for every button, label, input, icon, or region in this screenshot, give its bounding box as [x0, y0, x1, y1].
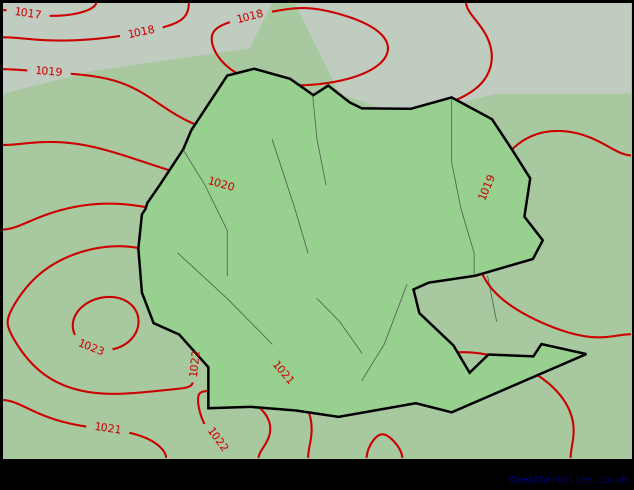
Text: 1022: 1022 — [204, 427, 229, 455]
Text: 1022: 1022 — [189, 347, 202, 376]
Polygon shape — [3, 3, 272, 94]
Text: 1017: 1017 — [13, 7, 42, 21]
Polygon shape — [295, 3, 631, 117]
Text: 1023: 1023 — [76, 338, 106, 358]
Text: ©weatheronline.co.uk: ©weatheronline.co.uk — [510, 475, 628, 485]
Text: 1018: 1018 — [127, 24, 157, 40]
Text: 1019: 1019 — [35, 66, 63, 78]
Text: 1021: 1021 — [269, 359, 295, 387]
Text: 1019: 1019 — [477, 171, 498, 200]
Polygon shape — [138, 69, 586, 417]
Text: 1021: 1021 — [93, 422, 122, 437]
Text: Surface pressure [hPa] ECMWF: Surface pressure [hPa] ECMWF — [6, 465, 216, 478]
Text: 1020: 1020 — [207, 177, 236, 194]
Text: 1018: 1018 — [236, 8, 266, 24]
Text: Fr 07-06-2024 00:00 UTC (12+36): Fr 07-06-2024 00:00 UTC (12+36) — [395, 460, 628, 473]
